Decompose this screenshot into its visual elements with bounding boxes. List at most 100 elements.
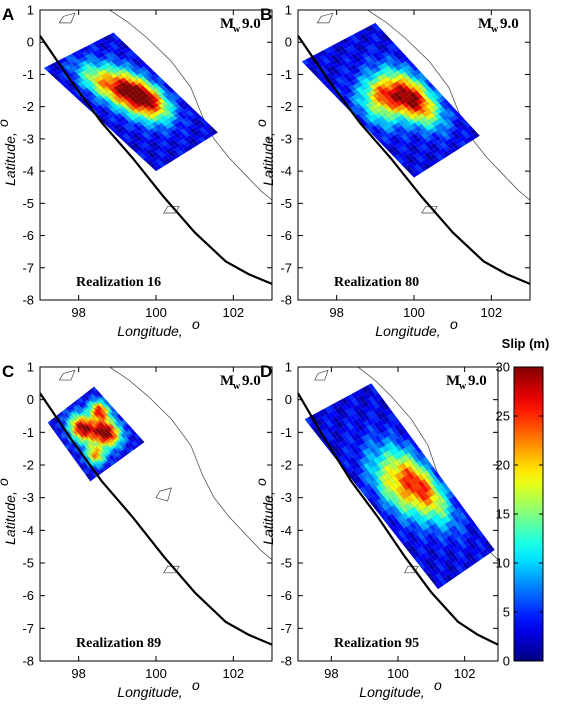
colorbar-bar	[513, 366, 544, 662]
slip-patch	[43, 32, 219, 172]
x-tick-label: 98	[329, 305, 343, 320]
colorbar-tick-label: 5	[503, 605, 510, 620]
magnitude-value: 9.0	[500, 16, 519, 32]
colorbar-tick-label: 15	[496, 507, 510, 522]
realization-label: Realization 80	[334, 275, 419, 290]
coastline	[109, 367, 272, 561]
y-tick-label: -1	[280, 67, 292, 82]
y-axis-label: Latitude,	[2, 132, 18, 186]
map-area	[298, 10, 530, 285]
y-tick-label: 1	[285, 3, 292, 18]
magnitude-subscript: w	[233, 24, 241, 35]
x-tick-label: 100	[387, 666, 409, 681]
y-tick-label: -6	[280, 228, 292, 243]
x-axis-label: Longitude,	[117, 684, 182, 700]
y-tick-label: -3	[280, 490, 292, 505]
panel-letter: C	[2, 362, 14, 381]
island-outline	[155, 487, 172, 502]
x-axis-degree: o	[450, 316, 458, 332]
island-outline	[421, 206, 438, 214]
trench-line	[40, 35, 272, 285]
x-tick-label: 98	[71, 666, 85, 681]
y-axis-label: Latitude,	[2, 491, 18, 545]
y-axis-label: Latitude,	[260, 491, 276, 545]
x-tick-label: 98	[324, 666, 338, 681]
island-outline	[163, 206, 180, 214]
colorbar-tick-label: 10	[496, 556, 510, 571]
realization-label: Realization 89	[76, 636, 161, 651]
magnitude-subscript: w	[233, 381, 241, 392]
y-tick-label: -6	[22, 588, 34, 603]
map-area	[298, 367, 498, 646]
x-tick-label: 100	[145, 305, 167, 320]
y-tick-label: -3	[22, 490, 34, 505]
y-tick-label: -8	[22, 293, 34, 308]
y-tick-label: 0	[285, 35, 292, 50]
y-tick-label: 1	[27, 360, 34, 375]
slip-patch	[304, 383, 495, 590]
slip-cell	[88, 477, 94, 482]
y-tick-label: -7	[22, 260, 34, 275]
coastline	[109, 10, 272, 201]
colorbar-title: Slip (m)	[502, 336, 550, 351]
panel-letter: A	[2, 5, 14, 24]
y-tick-label: -2	[280, 458, 292, 473]
x-tick-label: 102	[454, 666, 476, 681]
slip-cell	[410, 171, 418, 178]
y-axis-label: Latitude,	[260, 132, 276, 186]
y-tick-label: -5	[22, 196, 34, 211]
x-axis-degree: o	[192, 316, 200, 332]
y-tick-label: -6	[22, 228, 34, 243]
y-tick-label: -5	[22, 556, 34, 571]
x-tick-label: 102	[480, 305, 502, 320]
y-tick-label: -7	[22, 621, 34, 636]
slip-patch	[301, 22, 480, 178]
y-axis-label-group: Latitude, o	[0, 478, 18, 545]
x-tick-label: 100	[403, 305, 425, 320]
x-axis-degree: o	[192, 677, 200, 693]
colorbar-tick-label: 0	[503, 654, 510, 669]
magnitude-subscript: w	[491, 24, 499, 35]
island-outline	[314, 369, 329, 381]
magnitude-value: 9.0	[242, 373, 261, 389]
y-tick-label: -4	[22, 523, 34, 538]
y-tick-label: -1	[22, 67, 34, 82]
magnitude-label: M	[220, 16, 234, 32]
realization-label: Realization 16	[76, 275, 161, 290]
magnitude-label: M	[220, 373, 234, 389]
colorbar-tick-label: 30	[496, 360, 510, 375]
y-tick-label: -1	[280, 425, 292, 440]
y-tick-label: -7	[280, 260, 292, 275]
map-area	[40, 367, 272, 646]
y-tick-label: -4	[280, 523, 292, 538]
y-tick-label: -5	[280, 196, 292, 211]
y-tick-label: 0	[27, 35, 34, 50]
x-tick-label: 98	[71, 305, 85, 320]
map-area	[40, 10, 272, 285]
y-tick-label: -8	[280, 654, 292, 669]
y-tick-label: -2	[22, 99, 34, 114]
y-tick-label: -2	[22, 458, 34, 473]
island-outline	[316, 12, 334, 24]
y-tick-label: -1	[22, 425, 34, 440]
x-tick-label: 102	[222, 305, 244, 320]
x-axis-label: Longitude,	[375, 323, 440, 339]
island-outline	[163, 565, 180, 574]
island-outline	[58, 369, 76, 381]
y-tick-label: -4	[280, 164, 292, 179]
island-outline	[404, 565, 419, 574]
island-outline	[58, 12, 76, 24]
y-tick-label: 0	[285, 392, 292, 407]
y-tick-label: -8	[22, 654, 34, 669]
x-axis-label: Longitude,	[117, 323, 182, 339]
y-axis-label-group: Latitude, o	[253, 119, 276, 186]
magnitude-value: 9.0	[468, 373, 487, 389]
y-tick-label: 1	[285, 360, 292, 375]
x-tick-label: 100	[145, 666, 167, 681]
